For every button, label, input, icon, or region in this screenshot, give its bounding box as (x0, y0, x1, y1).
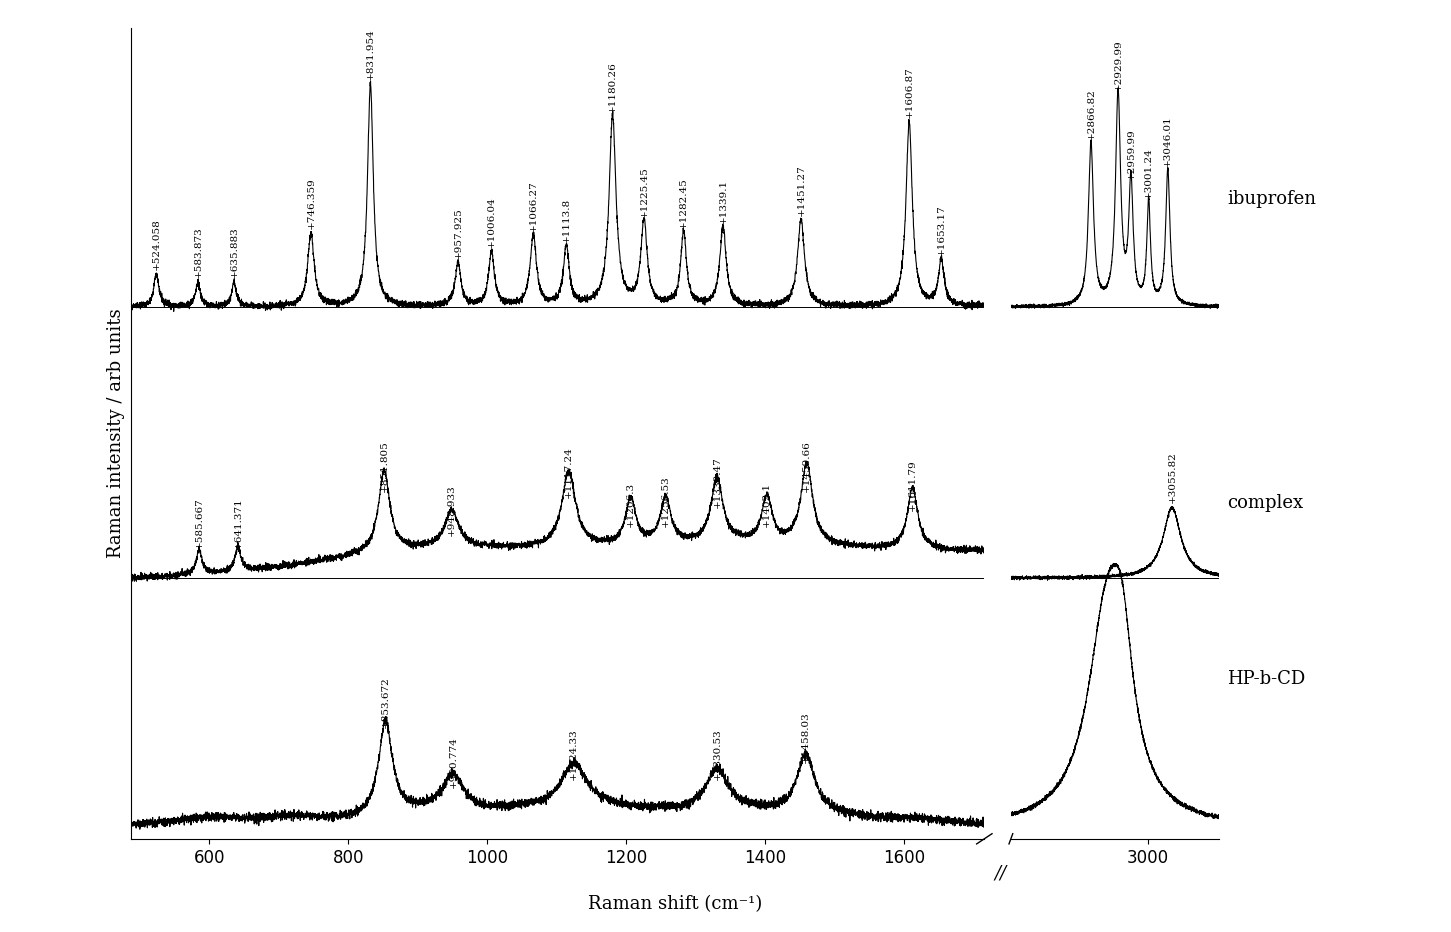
Text: +1282.45: +1282.45 (679, 177, 688, 229)
Text: +851.805: +851.805 (380, 441, 389, 492)
Text: +746.359: +746.359 (306, 177, 315, 229)
Text: +635.883: +635.883 (229, 226, 238, 278)
Text: +1066.27: +1066.27 (528, 180, 538, 232)
Text: +1113.8: +1113.8 (562, 198, 570, 242)
Text: Raman shift (cm⁻¹): Raman shift (cm⁻¹) (588, 895, 762, 912)
Y-axis label: Raman intensity / arb units: Raman intensity / arb units (107, 308, 125, 558)
Text: +1117.24: +1117.24 (564, 445, 573, 498)
Text: //: // (994, 865, 1007, 883)
Text: +2959.99: +2959.99 (1126, 129, 1136, 181)
Text: +831.954: +831.954 (366, 28, 374, 80)
Text: +853.672: +853.672 (382, 677, 390, 728)
Text: +1458.03: +1458.03 (801, 712, 810, 763)
Text: +3001.24: +3001.24 (1145, 147, 1154, 199)
Text: +524.058: +524.058 (152, 218, 161, 270)
Text: HP-b-CD: HP-b-CD (1228, 670, 1306, 688)
Text: +1606.87: +1606.87 (904, 66, 914, 118)
Text: +1451.27: +1451.27 (797, 164, 805, 215)
Text: +1256.53: +1256.53 (662, 475, 670, 528)
Text: complex: complex (1228, 494, 1303, 512)
Text: +1206.3: +1206.3 (627, 483, 636, 528)
Text: +1339.1: +1339.1 (718, 179, 727, 224)
Text: +3055.82: +3055.82 (1168, 451, 1177, 503)
Text: +583.873: +583.873 (193, 226, 203, 278)
Text: +1330.47: +1330.47 (712, 457, 721, 509)
Text: +1225.45: +1225.45 (640, 167, 649, 218)
Text: +1330.53: +1330.53 (712, 728, 721, 780)
Text: +1006.04: +1006.04 (488, 197, 496, 248)
Text: ibuprofen: ibuprofen (1228, 190, 1316, 208)
Text: +2866.82: +2866.82 (1087, 88, 1096, 140)
Text: +2929.99: +2929.99 (1113, 39, 1123, 91)
Text: +3046.01: +3046.01 (1164, 115, 1172, 167)
Text: +948.933: +948.933 (447, 484, 456, 536)
Text: +957.925: +957.925 (454, 207, 463, 259)
Text: +1402.1: +1402.1 (762, 483, 772, 528)
Text: +1180.26: +1180.26 (608, 61, 617, 113)
Text: +1124.33: +1124.33 (569, 728, 577, 780)
Text: +1653.17: +1653.17 (937, 204, 946, 256)
Text: +585.667: +585.667 (194, 498, 203, 549)
Text: +1611.79: +1611.79 (908, 459, 917, 512)
Text: +1459.66: +1459.66 (802, 441, 811, 492)
Text: +641.371: +641.371 (234, 498, 242, 549)
Text: +950.774: +950.774 (448, 736, 457, 788)
